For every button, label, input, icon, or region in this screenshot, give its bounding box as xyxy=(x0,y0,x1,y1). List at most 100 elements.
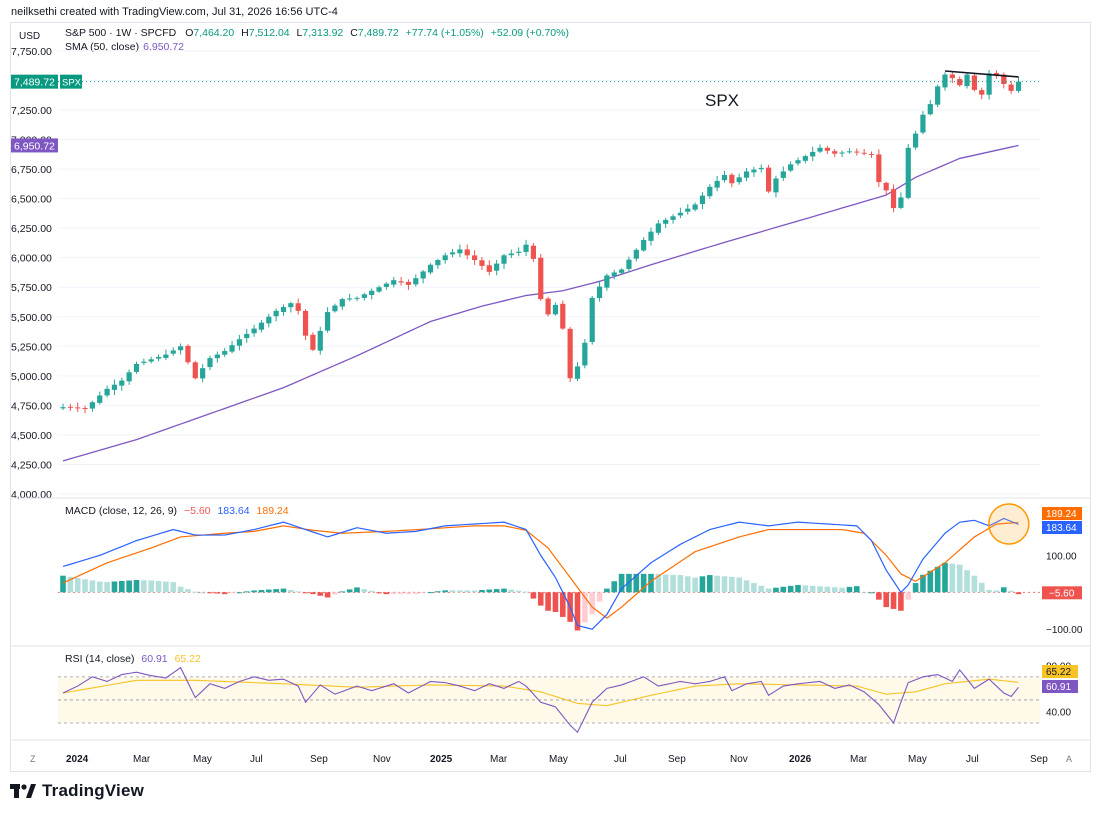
candle-body xyxy=(883,182,889,191)
x-axis-label: Jul xyxy=(966,754,979,765)
candle xyxy=(427,263,434,275)
macd-hist-bar xyxy=(729,576,735,593)
candle xyxy=(530,243,536,262)
macd-hist-bar xyxy=(1001,587,1007,593)
price-y-tick: 6,750.00 xyxy=(11,164,52,176)
spx-annotation: SPX xyxy=(705,91,739,110)
macd-hist-bar xyxy=(824,586,831,593)
candle-body xyxy=(435,260,441,266)
candle-body xyxy=(442,255,448,261)
macd-hist-bar xyxy=(611,581,618,593)
sma-line-group xyxy=(62,144,1019,462)
macd-hist-bar xyxy=(986,589,992,593)
candle xyxy=(464,244,470,260)
macd-hist-bar xyxy=(141,580,147,593)
candle-body xyxy=(589,297,595,342)
macd-hist-bar xyxy=(74,578,81,593)
macd-hist-bar xyxy=(442,590,448,593)
macd-hist-bar xyxy=(515,590,522,593)
price-tag-symbol: SPX xyxy=(62,78,82,89)
tradingview-brand[interactable]: TradingView xyxy=(10,781,144,801)
price-grid xyxy=(58,50,1040,495)
candle xyxy=(729,173,735,188)
macd-hist-bar xyxy=(648,573,654,593)
candle xyxy=(743,167,750,182)
x-axis-label: 2026 xyxy=(789,754,812,765)
candle xyxy=(626,256,632,273)
candle xyxy=(479,257,485,271)
candle xyxy=(310,332,316,352)
candle xyxy=(861,149,867,156)
candle xyxy=(148,356,154,364)
candle-body xyxy=(405,281,412,285)
candle-body xyxy=(376,287,382,292)
candle xyxy=(170,347,176,356)
candle-body xyxy=(986,73,992,95)
candle-body xyxy=(868,153,875,155)
candle xyxy=(905,144,911,200)
candle-body xyxy=(670,216,676,220)
macd-hist-bar xyxy=(310,592,316,595)
macd-hist-bar xyxy=(280,588,287,593)
price-tag: 7,489.72 SPX xyxy=(11,74,82,89)
candle xyxy=(185,344,191,365)
macd-hist-bar xyxy=(831,587,838,593)
candle-body xyxy=(192,362,198,379)
candle-body xyxy=(957,79,963,86)
candle-body xyxy=(472,255,478,261)
resistance-trendline[interactable] xyxy=(944,70,1019,78)
macd-hist-bar xyxy=(251,590,257,593)
macd-hist-bar xyxy=(508,589,515,593)
candle xyxy=(207,355,213,371)
x-axis-label: May xyxy=(193,754,212,765)
candle-body xyxy=(567,328,573,379)
macd-hist-bar xyxy=(699,576,706,593)
x-axis-label: May xyxy=(908,754,927,765)
candle xyxy=(354,296,360,302)
macd-hist-bar xyxy=(413,592,419,595)
candle-body xyxy=(729,174,735,184)
candle xyxy=(538,253,544,301)
candle-body xyxy=(898,197,904,208)
macd-hist-bar xyxy=(368,590,375,593)
candle-body xyxy=(420,271,426,279)
x-axis[interactable]: 2024 Mar May Jul Sep Nov 2025 Mar May Jul Sep Nov 20… xyxy=(66,754,1048,765)
candle xyxy=(60,403,66,411)
macd-hist-bar xyxy=(133,580,140,593)
candle-body xyxy=(854,151,860,153)
candle-body xyxy=(398,281,404,283)
candle xyxy=(163,349,169,361)
macd-hist-bar xyxy=(207,592,213,594)
macd-hist-bar xyxy=(89,580,96,593)
macd-header: MACD (close, 12, 26, 9) −5.60 183.64 189… xyxy=(65,505,289,517)
candle-body xyxy=(942,74,948,88)
x-axis-label: 2025 xyxy=(430,754,453,765)
candle-body xyxy=(545,298,551,315)
macd-hist-bar xyxy=(964,570,970,593)
macd-hist-bar xyxy=(780,586,787,593)
candle xyxy=(376,285,382,293)
candle xyxy=(964,72,970,89)
candle-body xyxy=(685,208,691,212)
macd-hist-bar xyxy=(361,589,368,593)
macd-hist-bar xyxy=(229,592,235,594)
candle xyxy=(457,244,463,258)
candle xyxy=(1008,80,1014,94)
candle xyxy=(611,269,617,280)
candle xyxy=(516,247,522,257)
candle xyxy=(802,154,808,164)
macd-hist-bar xyxy=(751,583,757,593)
candle xyxy=(751,166,757,177)
timezone-z-button[interactable]: Z xyxy=(30,754,36,764)
candle-body xyxy=(369,290,375,295)
x-axis-label: May xyxy=(549,754,568,765)
macd-hist-bar xyxy=(530,592,537,599)
candle-body xyxy=(619,269,625,273)
macd-tags: 189.24 183.64 −5.60 xyxy=(1042,507,1082,600)
macd-hist-bar xyxy=(604,588,610,593)
candle-body xyxy=(119,380,125,386)
auto-scale-button[interactable]: A xyxy=(1066,754,1072,764)
candle-body xyxy=(236,339,242,346)
candle xyxy=(273,308,279,322)
